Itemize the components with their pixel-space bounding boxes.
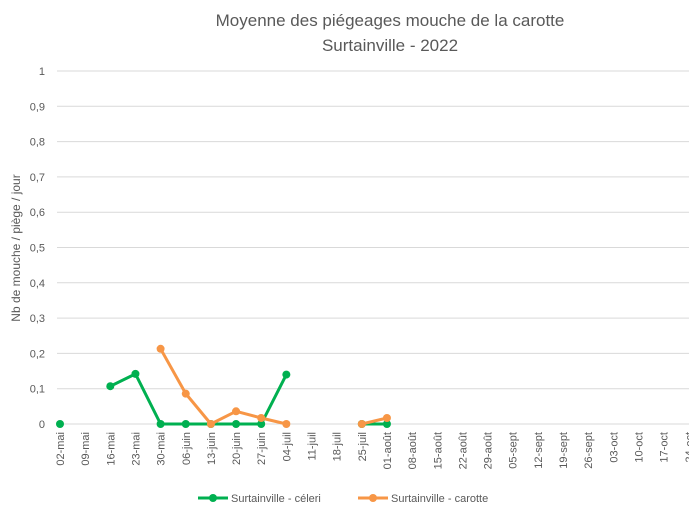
- data-point: [56, 420, 64, 428]
- y-tick-label: 0,7: [30, 172, 45, 184]
- x-tick-label: 29-août: [483, 432, 495, 469]
- data-point: [206, 420, 215, 428]
- y-axis-label: Nb de mouche / piège / jour: [9, 174, 23, 321]
- legend-label: Surtainville - céleri: [231, 493, 321, 505]
- x-tick-label: 01-août: [382, 432, 394, 469]
- legend-marker: [209, 494, 217, 502]
- y-tick-label: 0,4: [30, 278, 45, 290]
- legend-label: Surtainville - carotte: [391, 493, 488, 505]
- y-tick-label: 0,3: [30, 313, 45, 325]
- y-tick-label: 0,2: [30, 348, 45, 360]
- x-tick-label: 22-août: [457, 432, 469, 469]
- data-point: [181, 389, 190, 398]
- y-tick-label: 1: [39, 66, 45, 78]
- x-tick-label: 19-sept: [558, 432, 570, 469]
- series-line: [159, 348, 287, 426]
- x-tick-label: 12-sept: [533, 432, 545, 469]
- data-point: [232, 420, 241, 428]
- data-point: [106, 382, 115, 391]
- x-tick-label: 03-oct: [608, 432, 620, 463]
- y-tick-label: 0,6: [30, 207, 45, 219]
- x-tick-label: 09-mai: [80, 432, 92, 466]
- y-tick-label: 0,9: [30, 101, 45, 113]
- chart-title: Moyenne des piégeages mouche de la carot…: [216, 11, 565, 30]
- y-tick-label: 0: [39, 419, 45, 431]
- x-tick-label: 04-juil: [281, 432, 293, 461]
- x-tick-label: 15-août: [432, 432, 444, 469]
- data-point: [156, 420, 165, 428]
- x-tick-label: 25-juil: [357, 432, 369, 461]
- x-tick-label: 05-sept: [508, 432, 520, 469]
- x-tick-label: 16-mai: [105, 432, 117, 466]
- legend-marker: [369, 494, 377, 502]
- x-tick-label: 23-mai: [130, 432, 142, 466]
- y-tick-label: 0,5: [30, 243, 45, 255]
- x-tick-label: 27-juin: [256, 432, 268, 465]
- x-tick-label: 18-juil: [332, 432, 344, 461]
- y-tick-label: 0,8: [30, 137, 45, 149]
- series-line: [109, 372, 288, 426]
- data-point: [156, 344, 165, 353]
- y-tick-label: 0,1: [30, 384, 45, 396]
- data-point: [382, 420, 391, 428]
- x-tick-label: 11-juil: [307, 432, 319, 461]
- data-point: [181, 420, 190, 428]
- data-point: [257, 420, 266, 428]
- x-tick-label: 17-oct: [659, 432, 671, 463]
- x-tick-label: 08-août: [407, 432, 419, 469]
- x-tick-label: 30-mai: [156, 432, 168, 466]
- x-tick-label: 20-juin: [231, 432, 243, 465]
- x-tick-label: 10-oct: [633, 432, 645, 463]
- x-tick-label: 06-juin: [181, 432, 193, 465]
- data-point: [257, 413, 266, 422]
- x-tick-label: 26-sept: [583, 432, 595, 469]
- x-tick-label: 24-oct: [684, 432, 689, 463]
- data-point: [232, 407, 241, 416]
- series-line: [361, 416, 388, 426]
- x-tick-label: 13-juin: [206, 432, 218, 465]
- data-point: [357, 420, 366, 428]
- x-tick-label: 02-mai: [55, 432, 67, 466]
- data-point: [382, 413, 391, 422]
- data-point: [282, 370, 291, 379]
- chart-subtitle: Surtainville - 2022: [322, 36, 458, 55]
- data-point: [282, 420, 291, 428]
- data-point: [131, 369, 140, 378]
